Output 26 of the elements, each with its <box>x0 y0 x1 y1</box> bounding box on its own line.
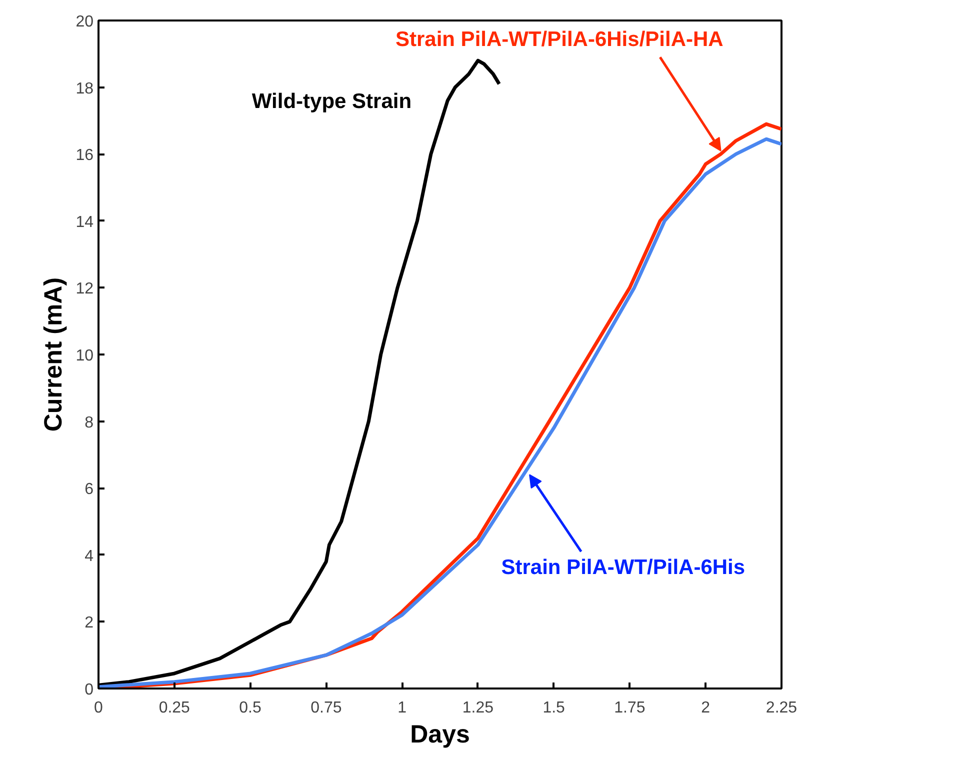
y-tick-label: 12 <box>76 280 94 298</box>
series-label: Strain PilA-WT/PilA-6His <box>501 556 746 580</box>
y-tick-label: 14 <box>76 214 94 231</box>
y-tick-label: 4 <box>84 548 94 565</box>
x-tick-label: 1.75 <box>614 700 646 716</box>
y-tick-label: 6 <box>84 481 94 498</box>
y-axis-title: Current (mA) <box>40 277 68 432</box>
y-tick-label: 0 <box>84 682 94 698</box>
y-tick-label: 20 <box>76 14 94 30</box>
x-tick-label: 0.5 <box>239 700 262 716</box>
series-label: Wild-type Strain <box>252 90 412 114</box>
line-series <box>98 58 501 687</box>
x-tick-label: 1.5 <box>542 700 566 716</box>
x-axis-title: Days <box>410 720 470 748</box>
x-tick-label: 0.25 <box>158 700 190 716</box>
y-tick-label: 16 <box>76 147 94 164</box>
x-tick-label: 2.25 <box>766 700 798 716</box>
y-tick-label: 2 <box>84 614 94 632</box>
y-tick-label: 18 <box>76 80 94 98</box>
x-tick-label: 2 <box>701 700 710 716</box>
x-tick-label: 0.75 <box>310 700 342 716</box>
text: Strain PilA-WT/PilA-6His/PilA-HA <box>395 28 724 52</box>
y-tick-label: 8 <box>84 414 94 432</box>
y-tick-label: 10 <box>76 348 94 364</box>
x-tick-label: 1 <box>398 700 407 716</box>
x-tick-label: 1.25 <box>462 700 494 716</box>
